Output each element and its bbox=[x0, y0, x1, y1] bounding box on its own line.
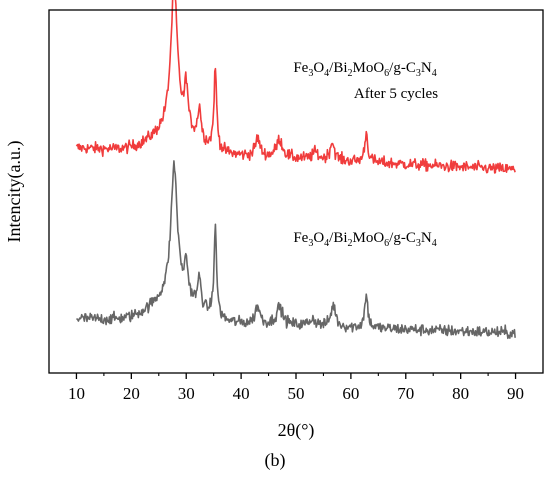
label-segment: After 5 cycles bbox=[354, 86, 438, 102]
label-segment: MoO bbox=[353, 60, 385, 76]
label-segment: /g-C bbox=[389, 60, 416, 76]
label-segment: N bbox=[421, 60, 432, 76]
x-tick-label: 30 bbox=[178, 384, 195, 403]
series-1-label-line-2: After 5 cycles bbox=[354, 86, 438, 102]
xrd-series-1 bbox=[75, 0, 516, 174]
label-segment: 6 bbox=[384, 238, 389, 249]
label-segment: 3 bbox=[416, 68, 421, 79]
x-tick-label: 10 bbox=[68, 384, 85, 403]
x-tick-label: 70 bbox=[397, 384, 414, 403]
label-segment: 3 bbox=[416, 238, 421, 249]
x-tick-label: 60 bbox=[342, 384, 359, 403]
label-segment: Fe bbox=[293, 230, 308, 246]
label-segment: 3 bbox=[308, 238, 313, 249]
label-segment: 4 bbox=[432, 238, 437, 249]
x-axis-title: 2θ(°) bbox=[278, 420, 315, 441]
x-tick-label: 90 bbox=[507, 384, 524, 403]
label-segment: 4 bbox=[324, 68, 329, 79]
label-segment: 2 bbox=[348, 238, 353, 249]
label-segment: /g-C bbox=[389, 230, 416, 246]
label-segment: 6 bbox=[384, 68, 389, 79]
x-tick-label: 50 bbox=[288, 384, 305, 403]
label-segment: 2 bbox=[348, 68, 353, 79]
x-tick-label: 20 bbox=[123, 384, 140, 403]
label-segment: 4 bbox=[432, 68, 437, 79]
label-segment: 3 bbox=[308, 68, 313, 79]
label-segment: /Bi bbox=[329, 60, 347, 76]
y-axis-title: Intencity(a.u.) bbox=[4, 141, 25, 243]
label-segment: 4 bbox=[324, 238, 329, 249]
xrd-series-2 bbox=[76, 160, 516, 340]
axis-layer: 10 20 30 40 50 60 70 80 90 bbox=[68, 373, 524, 403]
label-segment: Fe bbox=[293, 60, 308, 76]
panel-label: (b) bbox=[264, 450, 286, 470]
label-segment: MoO bbox=[353, 230, 385, 246]
series-layer bbox=[75, 0, 516, 340]
series-2-label-line-1: Fe3O4/Bi2MoO6/g-C3N4 bbox=[293, 230, 436, 249]
label-segment: /Bi bbox=[329, 230, 347, 246]
x-tick-label: 40 bbox=[233, 384, 250, 403]
label-segment: O bbox=[313, 230, 324, 246]
x-tick-label: 80 bbox=[452, 384, 469, 403]
label-segment: O bbox=[313, 60, 324, 76]
label-segment: N bbox=[421, 230, 432, 246]
series-1-label-line-1: Fe3O4/Bi2MoO6/g-C3N4 bbox=[293, 60, 436, 79]
